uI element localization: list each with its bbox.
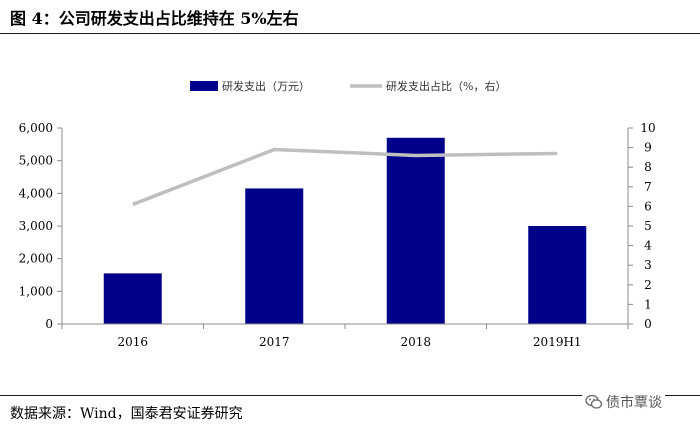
bar-2016	[103, 273, 162, 324]
right-tick-label: 0	[644, 317, 652, 331]
bar-series	[103, 137, 587, 324]
legend: 研发支出（万元） 研发支出占比（%，右）	[190, 79, 506, 93]
right-tick-label: 7	[644, 180, 652, 194]
x-tick-label: 2016	[117, 335, 148, 349]
bottom-rule	[0, 395, 700, 396]
ratio-line	[132, 147, 558, 207]
right-tick-label: 5	[644, 219, 652, 233]
x-tick-label: 2018	[400, 335, 431, 349]
right-tick-label: 10	[640, 121, 655, 135]
x-tick-label: 2019H1	[533, 335, 582, 349]
left-tick-label: 2,000	[19, 252, 53, 266]
axes: 0 1,000 2,000 3,000 4,000 5,000 6,000 0 1 2 3 4 5 6 7 8…	[19, 121, 656, 349]
x-tick-label: 2017	[259, 335, 290, 349]
wechat-icon	[585, 394, 603, 409]
top-rule	[0, 33, 700, 34]
legend-bar-swatch	[190, 81, 218, 91]
bar-2019H1	[528, 226, 587, 324]
left-tick-label: 0	[45, 317, 53, 331]
bar-2018	[386, 137, 445, 324]
legend-bar-label: 研发支出（万元）	[222, 79, 310, 93]
line-series	[132, 147, 558, 207]
left-tick-label: 6,000	[19, 121, 53, 135]
right-tick-label: 9	[644, 141, 652, 155]
legend-line-label: 研发支出占比（%，右）	[386, 79, 506, 93]
left-tick-label: 4,000	[19, 186, 53, 200]
right-tick-label: 3	[644, 258, 652, 272]
right-tick-label: 1	[644, 297, 652, 311]
right-tick-label: 8	[644, 160, 652, 174]
left-tick-label: 3,000	[19, 219, 53, 233]
source-note: 数据来源：Wind，国泰君安证券研究	[10, 406, 243, 422]
right-tick-label: 2	[644, 278, 652, 292]
left-tick-label: 1,000	[19, 284, 53, 298]
right-tick-label: 4	[644, 239, 652, 253]
right-tick-label: 6	[644, 199, 652, 213]
left-tick-label: 5,000	[19, 154, 53, 168]
watermark: 债市覃谈	[582, 389, 665, 415]
bar-2017	[245, 188, 304, 324]
figure-title: 图 4：公司研发支出占比维持在 5%左右	[10, 9, 299, 28]
watermark-text: 债市覃谈	[606, 395, 662, 411]
